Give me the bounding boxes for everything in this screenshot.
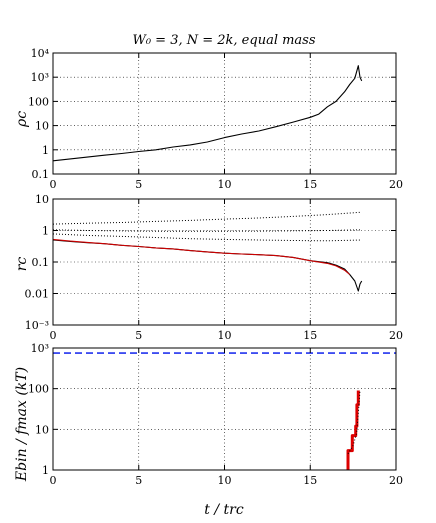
x-tick-label: 15 xyxy=(303,474,317,487)
y-axis-label-r-c: rc xyxy=(14,257,30,272)
y-tick-label: 100 xyxy=(28,95,49,108)
series-line-4 xyxy=(52,238,351,275)
series-line-3 xyxy=(52,239,363,292)
x-tick-label: 0 xyxy=(50,474,57,487)
x-tick-label: 0 xyxy=(50,178,57,191)
y-axis-label-e-bin: Ebin / fmax (kT) xyxy=(14,367,30,482)
y-tick-label: 1 xyxy=(42,225,49,238)
y-tick-label: 0.1 xyxy=(32,256,50,269)
x-tick-label: 5 xyxy=(135,329,142,342)
series-line-2 xyxy=(52,233,362,242)
series-line-0 xyxy=(52,211,362,225)
y-tick-label: 1 xyxy=(42,464,49,477)
x-tick-label: 0 xyxy=(50,329,57,342)
x-tick-label: 15 xyxy=(303,329,317,342)
series-line-1 xyxy=(346,390,360,470)
series-line-0 xyxy=(52,65,363,162)
x-tick-label: 5 xyxy=(135,474,142,487)
x-tick-label: 20 xyxy=(389,474,403,487)
y-tick-label: 0.01 xyxy=(25,288,50,301)
x-tick-label: 20 xyxy=(389,329,403,342)
panel-e-bin: 0 5 10 15 20 1 10 100 10³ xyxy=(28,342,403,487)
y-axis-label-rho-c: ρc xyxy=(14,111,30,128)
y-tick-label: 1 xyxy=(42,144,49,157)
x-tick-label: 20 xyxy=(389,178,403,191)
y-tick-label: 0.1 xyxy=(32,168,50,181)
x-tick-label: 10 xyxy=(218,329,232,342)
y-tick-label: 10⁴ xyxy=(31,47,50,60)
x-tick-label: 10 xyxy=(218,474,232,487)
panel-r-c: 0 5 10 15 20 10⁻³ 0.01 0.1 1 10 xyxy=(25,193,404,342)
y-tick-label: 100 xyxy=(28,383,49,396)
y-tick-label: 10⁻³ xyxy=(25,319,49,332)
x-axis-label: t / trc xyxy=(204,502,244,518)
chart-title: W₀ = 3, N = 2k, equal mass xyxy=(132,33,315,48)
y-tick-label: 10 xyxy=(35,423,49,436)
x-tick-label: 10 xyxy=(218,178,232,191)
y-tick-label: 10³ xyxy=(31,71,49,84)
y-tick-label: 10³ xyxy=(31,342,49,355)
panel-rho-c: 0 5 10 15 20 0.1 1 10 100 10³ 10⁴ xyxy=(28,47,403,191)
series-line-2 xyxy=(347,390,361,455)
y-tick-label: 10 xyxy=(35,193,49,206)
x-tick-label: 5 xyxy=(135,178,142,191)
series-line-1 xyxy=(52,229,362,232)
x-tick-label: 15 xyxy=(303,178,317,191)
y-tick-label: 10 xyxy=(35,120,49,133)
